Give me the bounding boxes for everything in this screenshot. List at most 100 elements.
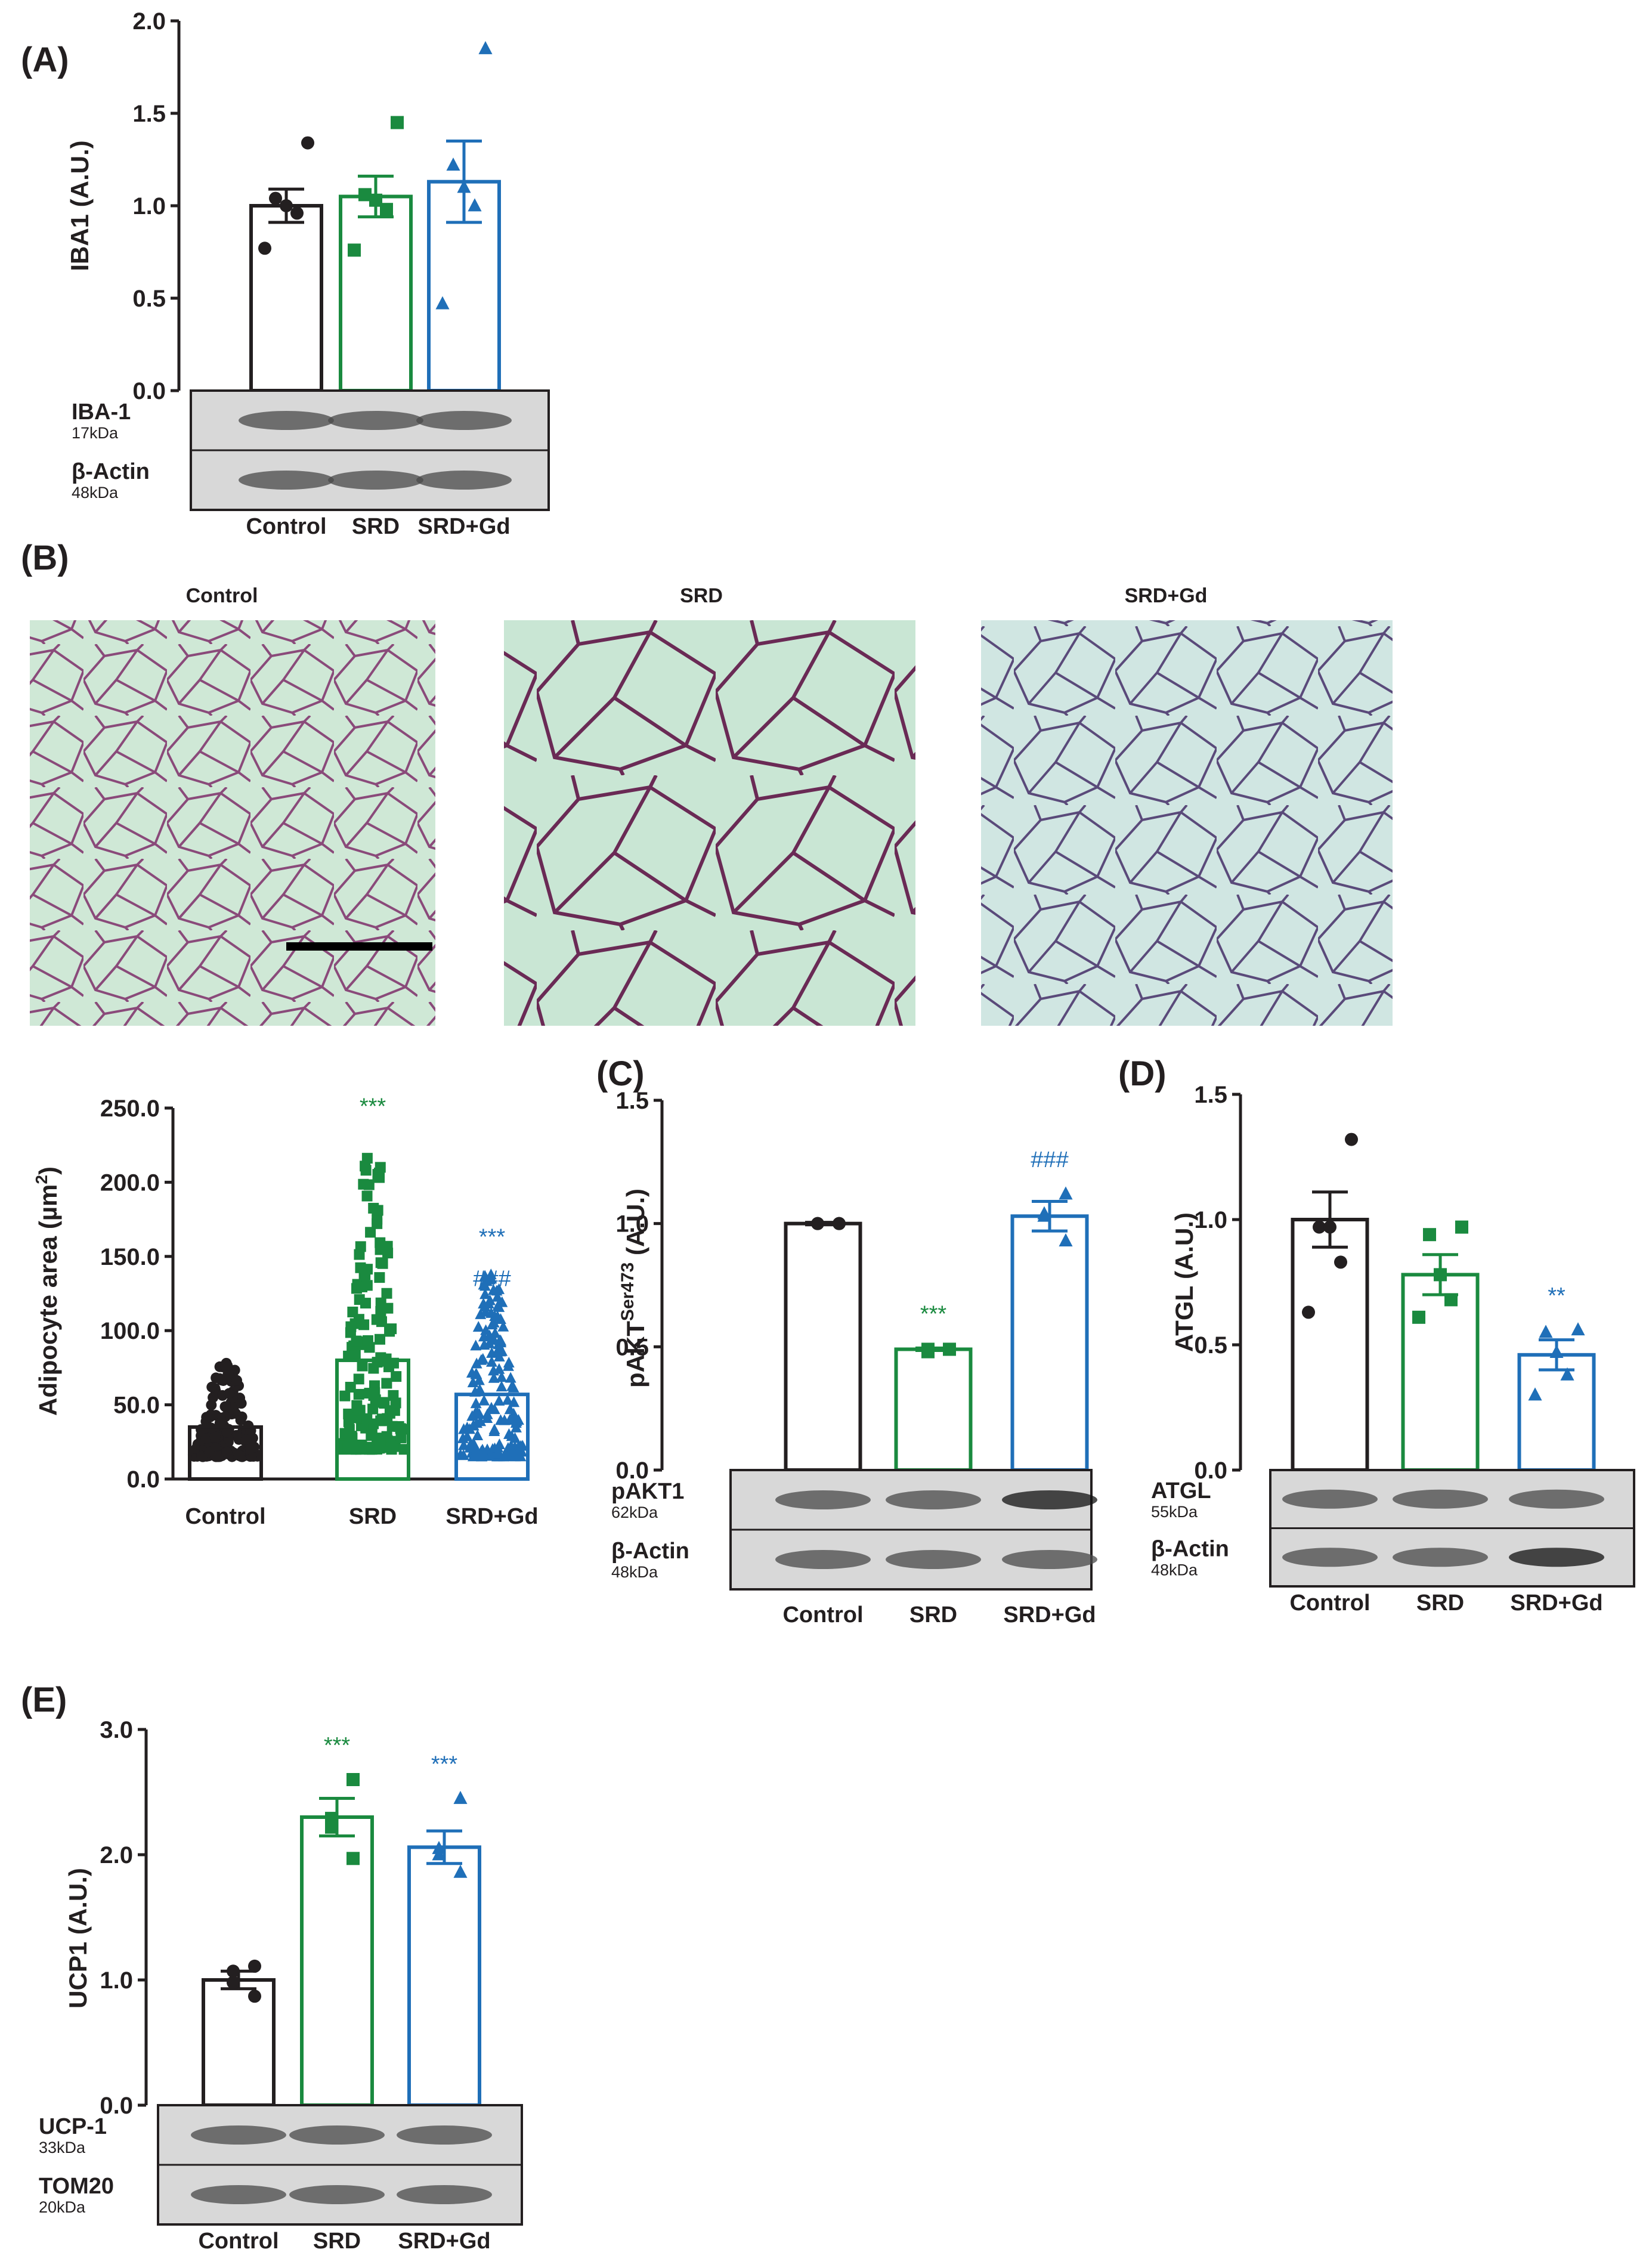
blot-band — [1393, 1489, 1488, 1509]
y-tick-label: 200.0 — [100, 1169, 160, 1196]
x-category-label: Control — [782, 1602, 863, 1627]
blot-band — [1393, 1548, 1488, 1567]
data-point — [236, 1398, 247, 1409]
data-point — [506, 1380, 518, 1391]
blot-kda-label: 20kDa — [39, 2198, 86, 2216]
data-point — [231, 1430, 242, 1441]
data-point — [432, 1847, 446, 1861]
data-point — [492, 1300, 504, 1311]
data-point — [488, 1425, 500, 1437]
data-point — [1412, 1310, 1425, 1324]
y-tick-label: 2.0 — [132, 8, 166, 35]
bar-srd-gd — [1517, 1353, 1596, 1472]
data-point — [470, 1397, 482, 1409]
data-point — [381, 1378, 392, 1389]
data-point — [474, 1407, 485, 1419]
data-point — [353, 1388, 364, 1400]
blot-band — [1509, 1548, 1604, 1567]
point-cloud — [454, 1268, 528, 1462]
data-point — [493, 1363, 505, 1374]
y-tick-label: 50.0 — [113, 1393, 160, 1419]
data-point — [368, 1363, 379, 1374]
blot-kda-label: 62kDa — [611, 1503, 658, 1521]
y-tick-label: 1.0 — [615, 1211, 649, 1237]
data-point — [367, 1403, 379, 1415]
data-point — [495, 1414, 506, 1425]
data-point — [457, 1449, 469, 1461]
blot-protein-label: UCP-1 — [39, 2114, 107, 2139]
data-point — [478, 41, 493, 54]
data-point — [474, 1383, 485, 1394]
significance-annotation: ### — [473, 1267, 511, 1292]
data-point — [369, 1387, 380, 1398]
data-point — [346, 1852, 360, 1865]
significance-annotation: *** — [479, 1225, 506, 1250]
data-point — [1059, 1186, 1073, 1200]
significance-annotation: *** — [360, 1094, 386, 1119]
significance-annotation: *** — [920, 1301, 947, 1326]
y-tick-label: 100.0 — [100, 1318, 160, 1344]
data-point — [346, 1773, 360, 1786]
data-point — [206, 1381, 218, 1393]
data-point — [221, 1427, 233, 1438]
data-point — [458, 1423, 470, 1434]
data-point — [361, 1190, 373, 1202]
micrograph-title-srd: SRD — [680, 584, 723, 607]
micrograph-srdgd — [981, 620, 1393, 1026]
blot-band — [886, 1490, 981, 1509]
data-point — [479, 1288, 491, 1299]
blot-band — [397, 2125, 492, 2145]
data-point — [478, 1394, 490, 1406]
data-point — [221, 1447, 233, 1458]
data-point — [365, 1227, 376, 1238]
significance-annotation: *** — [431, 1752, 458, 1777]
significance-annotation: ** — [1548, 1283, 1566, 1308]
data-point — [1549, 1344, 1564, 1358]
data-point — [1444, 1293, 1458, 1307]
data-point — [345, 1382, 356, 1393]
data-point — [468, 198, 482, 212]
data-point — [357, 1360, 368, 1372]
data-point — [209, 1431, 221, 1443]
y-tick-label: 3.0 — [100, 1717, 133, 1743]
data-point — [488, 1284, 499, 1295]
data-point — [833, 1217, 846, 1230]
data-point — [381, 1288, 392, 1299]
data-point — [345, 1321, 357, 1332]
data-point — [377, 1258, 388, 1269]
data-point — [372, 1205, 383, 1216]
data-point — [479, 1300, 491, 1311]
data-point — [216, 1375, 227, 1386]
blot-band — [1002, 1550, 1097, 1569]
point-cloud — [187, 1357, 263, 1462]
y-axis-label: IBA1 (A.U.) — [66, 140, 94, 271]
x-category-label: SRD+Gd — [398, 2229, 490, 2254]
data-point — [380, 203, 393, 216]
y-tick-label: 0.0 — [1194, 1458, 1227, 1484]
data-point — [379, 1397, 390, 1409]
data-point — [362, 1335, 373, 1346]
bar-srd — [1401, 1273, 1480, 1472]
x-category-label: Control — [1289, 1591, 1370, 1616]
data-point — [1434, 1268, 1447, 1282]
panel-e-label: (E) — [21, 1681, 67, 1719]
point-cloud — [335, 1153, 410, 1455]
data-point — [1560, 1367, 1574, 1381]
data-point — [372, 1218, 383, 1229]
data-point — [290, 206, 304, 220]
x-category-label: Control — [198, 2229, 279, 2254]
data-point — [240, 1434, 252, 1445]
bar-mean — [335, 1358, 410, 1481]
panel-a-label: (A) — [21, 41, 69, 79]
data-point — [393, 1421, 404, 1432]
data-point — [395, 1432, 407, 1444]
data-point — [345, 1434, 356, 1445]
blot-band — [289, 2185, 385, 2204]
data-point — [488, 1372, 500, 1383]
data-point — [301, 136, 314, 150]
blot-protein-label: IBA-1 — [72, 400, 131, 425]
